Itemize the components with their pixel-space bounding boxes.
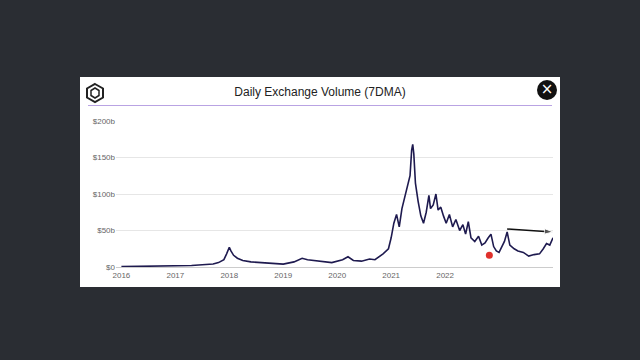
svg-text:2016: 2016	[113, 271, 131, 280]
svg-text:2017: 2017	[166, 271, 184, 280]
svg-text:2021: 2021	[382, 271, 400, 280]
svg-text:$200b: $200b	[93, 117, 116, 126]
svg-text:$100b: $100b	[93, 190, 116, 199]
svg-text:$50b: $50b	[97, 226, 115, 235]
svg-text:2018: 2018	[220, 271, 238, 280]
svg-text:$150b: $150b	[93, 153, 116, 162]
svg-text:2022: 2022	[436, 271, 454, 280]
html-text:Daily Exchange Volume (7DMA): Daily Exchange Volume (7DMA)	[234, 85, 406, 99]
svg-text:2020: 2020	[328, 271, 346, 280]
svg-text:$0: $0	[106, 263, 115, 272]
svg-text:2019: 2019	[274, 271, 292, 280]
